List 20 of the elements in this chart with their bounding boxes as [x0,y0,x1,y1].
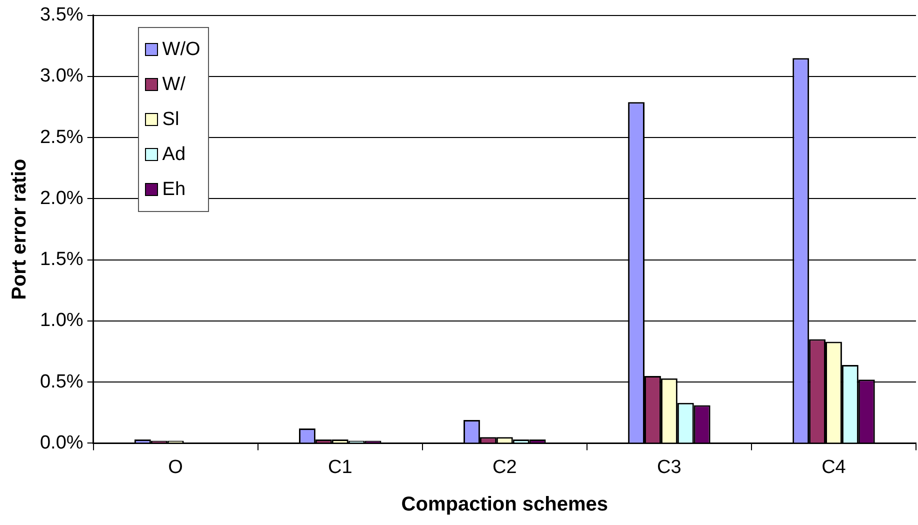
legend-label: Eh [162,178,186,201]
y-axis-title: Port error ratio [8,158,31,300]
y-tick-label: 0.5% [40,371,84,392]
legend-label: W/O [162,38,200,61]
legend-label: W/ [162,74,186,96]
y-tick-label: 0.0% [40,432,84,454]
y-tick-label: 3.0% [40,66,84,87]
y-tick-label: 2.5% [40,126,84,148]
x-tick-label: C1 [328,456,352,478]
x-tick-label: C4 [822,456,846,478]
legend-label: Ad [162,144,186,166]
y-tick-label: 1.5% [40,249,84,270]
x-tick-label: C2 [492,456,517,478]
y-tick-label: 3.5% [40,4,84,26]
y-tick-label: 2.0% [40,188,84,209]
x-axis-title: Compaction schemes [401,494,608,516]
y-tick-label: 1.0% [40,310,84,332]
x-tick-label: O [168,456,183,478]
x-tick-label: C3 [657,456,682,478]
legend-label: Sl [162,108,180,131]
